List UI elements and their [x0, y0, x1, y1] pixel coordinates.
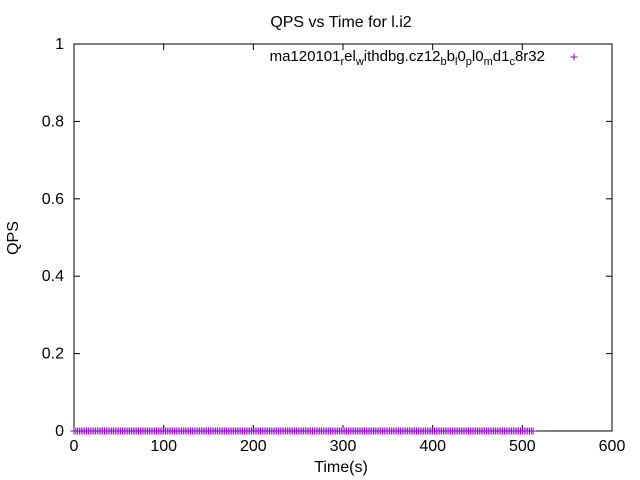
legend-label-subscript: l: [455, 56, 457, 68]
legend: ma120101relwithdbg.cz12bbl0pl0md1c8r32: [270, 48, 578, 68]
legend-label-part: el: [344, 48, 356, 65]
data-point: [529, 427, 537, 435]
y-tick-label: 0: [55, 423, 64, 440]
legend-label-part: b: [447, 48, 455, 65]
plot-frame: [73, 43, 613, 432]
x-tick-label: 300: [330, 438, 357, 455]
legend-label-part: ma120101: [270, 48, 341, 65]
data-series: [70, 427, 537, 435]
x-tick-label: 600: [599, 438, 626, 455]
x-tick-label: 0: [70, 438, 79, 455]
chart-title: QPS vs Time for l.i2: [270, 14, 411, 31]
y-tick-label: 0.6: [42, 191, 64, 208]
x-tick-label: 200: [240, 438, 267, 455]
legend-label-subscript: b: [441, 56, 447, 68]
axis-ticks: 0 100 200 300 400 500 600 0 0.2 0.4 0.6 0.8 1: [42, 36, 626, 455]
legend-label-part: ithdbg.cz12: [364, 48, 441, 65]
legend-label-subscript: r: [340, 56, 344, 68]
legend-label-part: 0: [457, 48, 465, 65]
x-axis-label: Time(s): [314, 459, 368, 476]
legend-label: ma120101relwithdbg.cz12bbl0pl0md1c8r32: [270, 48, 545, 68]
legend-label-subscript: m: [484, 56, 493, 68]
legend-marker: [570, 53, 578, 61]
y-tick-label: 1: [55, 36, 64, 53]
y-tick-label: 0.2: [42, 346, 64, 363]
legend-label-part: d1: [493, 48, 510, 65]
legend-label-part: 8r32: [515, 48, 545, 65]
legend-label-subscript: p: [466, 56, 472, 68]
x-tick-label: 400: [419, 438, 446, 455]
legend-label-subscript: c: [509, 56, 515, 68]
y-axis-label: QPS: [5, 221, 22, 255]
y-tick-label: 0.8: [42, 113, 64, 130]
y-tick-label: 0.4: [42, 268, 64, 285]
x-tick-label: 500: [509, 438, 536, 455]
legend-label-subscript: w: [355, 56, 364, 68]
x-tick-label: 100: [150, 438, 177, 455]
legend-label-part: l0: [472, 48, 484, 65]
